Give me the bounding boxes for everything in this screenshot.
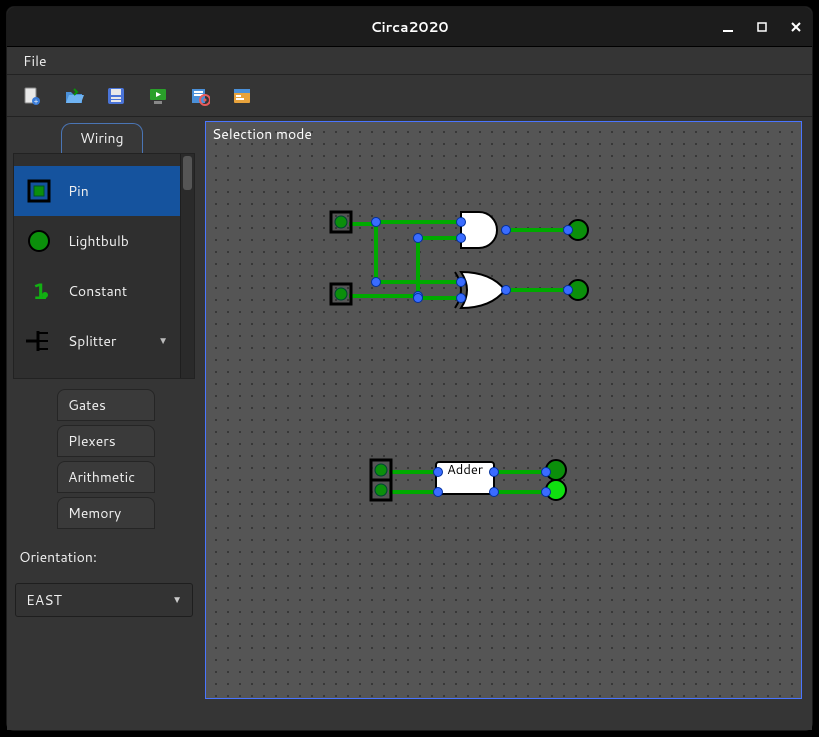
svg-text:1: 1 xyxy=(32,277,48,305)
component-item-lightbulb[interactable]: Lightbulb xyxy=(14,216,180,266)
minimize-button[interactable] xyxy=(720,19,736,35)
sidebar: Wiring Pin Lightbulb xyxy=(7,117,201,730)
lightbulb-icon xyxy=(24,226,54,256)
pin-icon xyxy=(24,176,54,206)
component-label: Constant xyxy=(68,281,127,301)
settings-icon[interactable] xyxy=(189,85,211,107)
tab-gates[interactable]: Gates xyxy=(57,389,155,421)
chevron-down-icon: ▼ xyxy=(158,334,170,348)
component-item-pin[interactable]: Pin xyxy=(14,166,180,216)
component-item-splitter[interactable]: Splitter ▼ xyxy=(14,316,180,366)
constant-icon: 1 xyxy=(24,276,54,306)
component-label: Splitter xyxy=(68,331,116,351)
canvas-wrap: Selection mode Adder xyxy=(201,117,812,730)
menubar: File xyxy=(7,47,812,75)
window-title: Circa2020 xyxy=(370,17,448,37)
component-item-constant[interactable]: 1 Constant xyxy=(14,266,180,316)
component-tab-row: Wiring xyxy=(13,123,195,154)
app-window: Circa2020 File + xyxy=(6,6,813,731)
component-label: Pin xyxy=(68,181,89,201)
run-icon[interactable] xyxy=(147,85,169,107)
window-icon[interactable] xyxy=(231,85,253,107)
tab-wiring[interactable]: Wiring xyxy=(61,123,143,154)
orientation-label: Orientation: xyxy=(13,547,195,567)
chevron-down-icon: ▼ xyxy=(172,593,182,607)
component-list-wrap: Pin Lightbulb 1 Constant xyxy=(13,153,195,379)
close-button[interactable] xyxy=(788,19,804,35)
orientation-select[interactable]: EAST ▼ xyxy=(15,583,193,617)
tab-plexers[interactable]: Plexers xyxy=(57,425,155,457)
toolbar: + xyxy=(7,75,812,117)
tab-memory[interactable]: Memory xyxy=(57,497,155,529)
new-file-icon[interactable]: + xyxy=(21,85,43,107)
circuit-canvas[interactable]: Selection mode Adder xyxy=(205,121,802,699)
category-tabs: Gates Plexers Arithmetic Memory xyxy=(13,389,195,529)
component-scrollbar[interactable] xyxy=(180,154,194,378)
splitter-icon xyxy=(24,326,54,356)
content-area: Wiring Pin Lightbulb xyxy=(7,117,812,730)
scrollbar-thumb[interactable] xyxy=(183,156,192,190)
save-icon[interactable] xyxy=(105,85,127,107)
titlebar: Circa2020 xyxy=(7,7,812,47)
svg-text:+: + xyxy=(34,97,39,106)
circuit-svg: Adder xyxy=(206,122,803,700)
maximize-button[interactable] xyxy=(754,19,770,35)
tab-arithmetic[interactable]: Arithmetic xyxy=(57,461,155,493)
orientation-value: EAST xyxy=(26,590,62,610)
component-list: Pin Lightbulb 1 Constant xyxy=(14,154,180,378)
component-label: Lightbulb xyxy=(68,231,129,251)
svg-text:Adder: Adder xyxy=(447,461,484,479)
window-controls xyxy=(720,19,804,35)
open-folder-icon[interactable] xyxy=(63,85,85,107)
menu-file[interactable]: File xyxy=(17,49,53,73)
